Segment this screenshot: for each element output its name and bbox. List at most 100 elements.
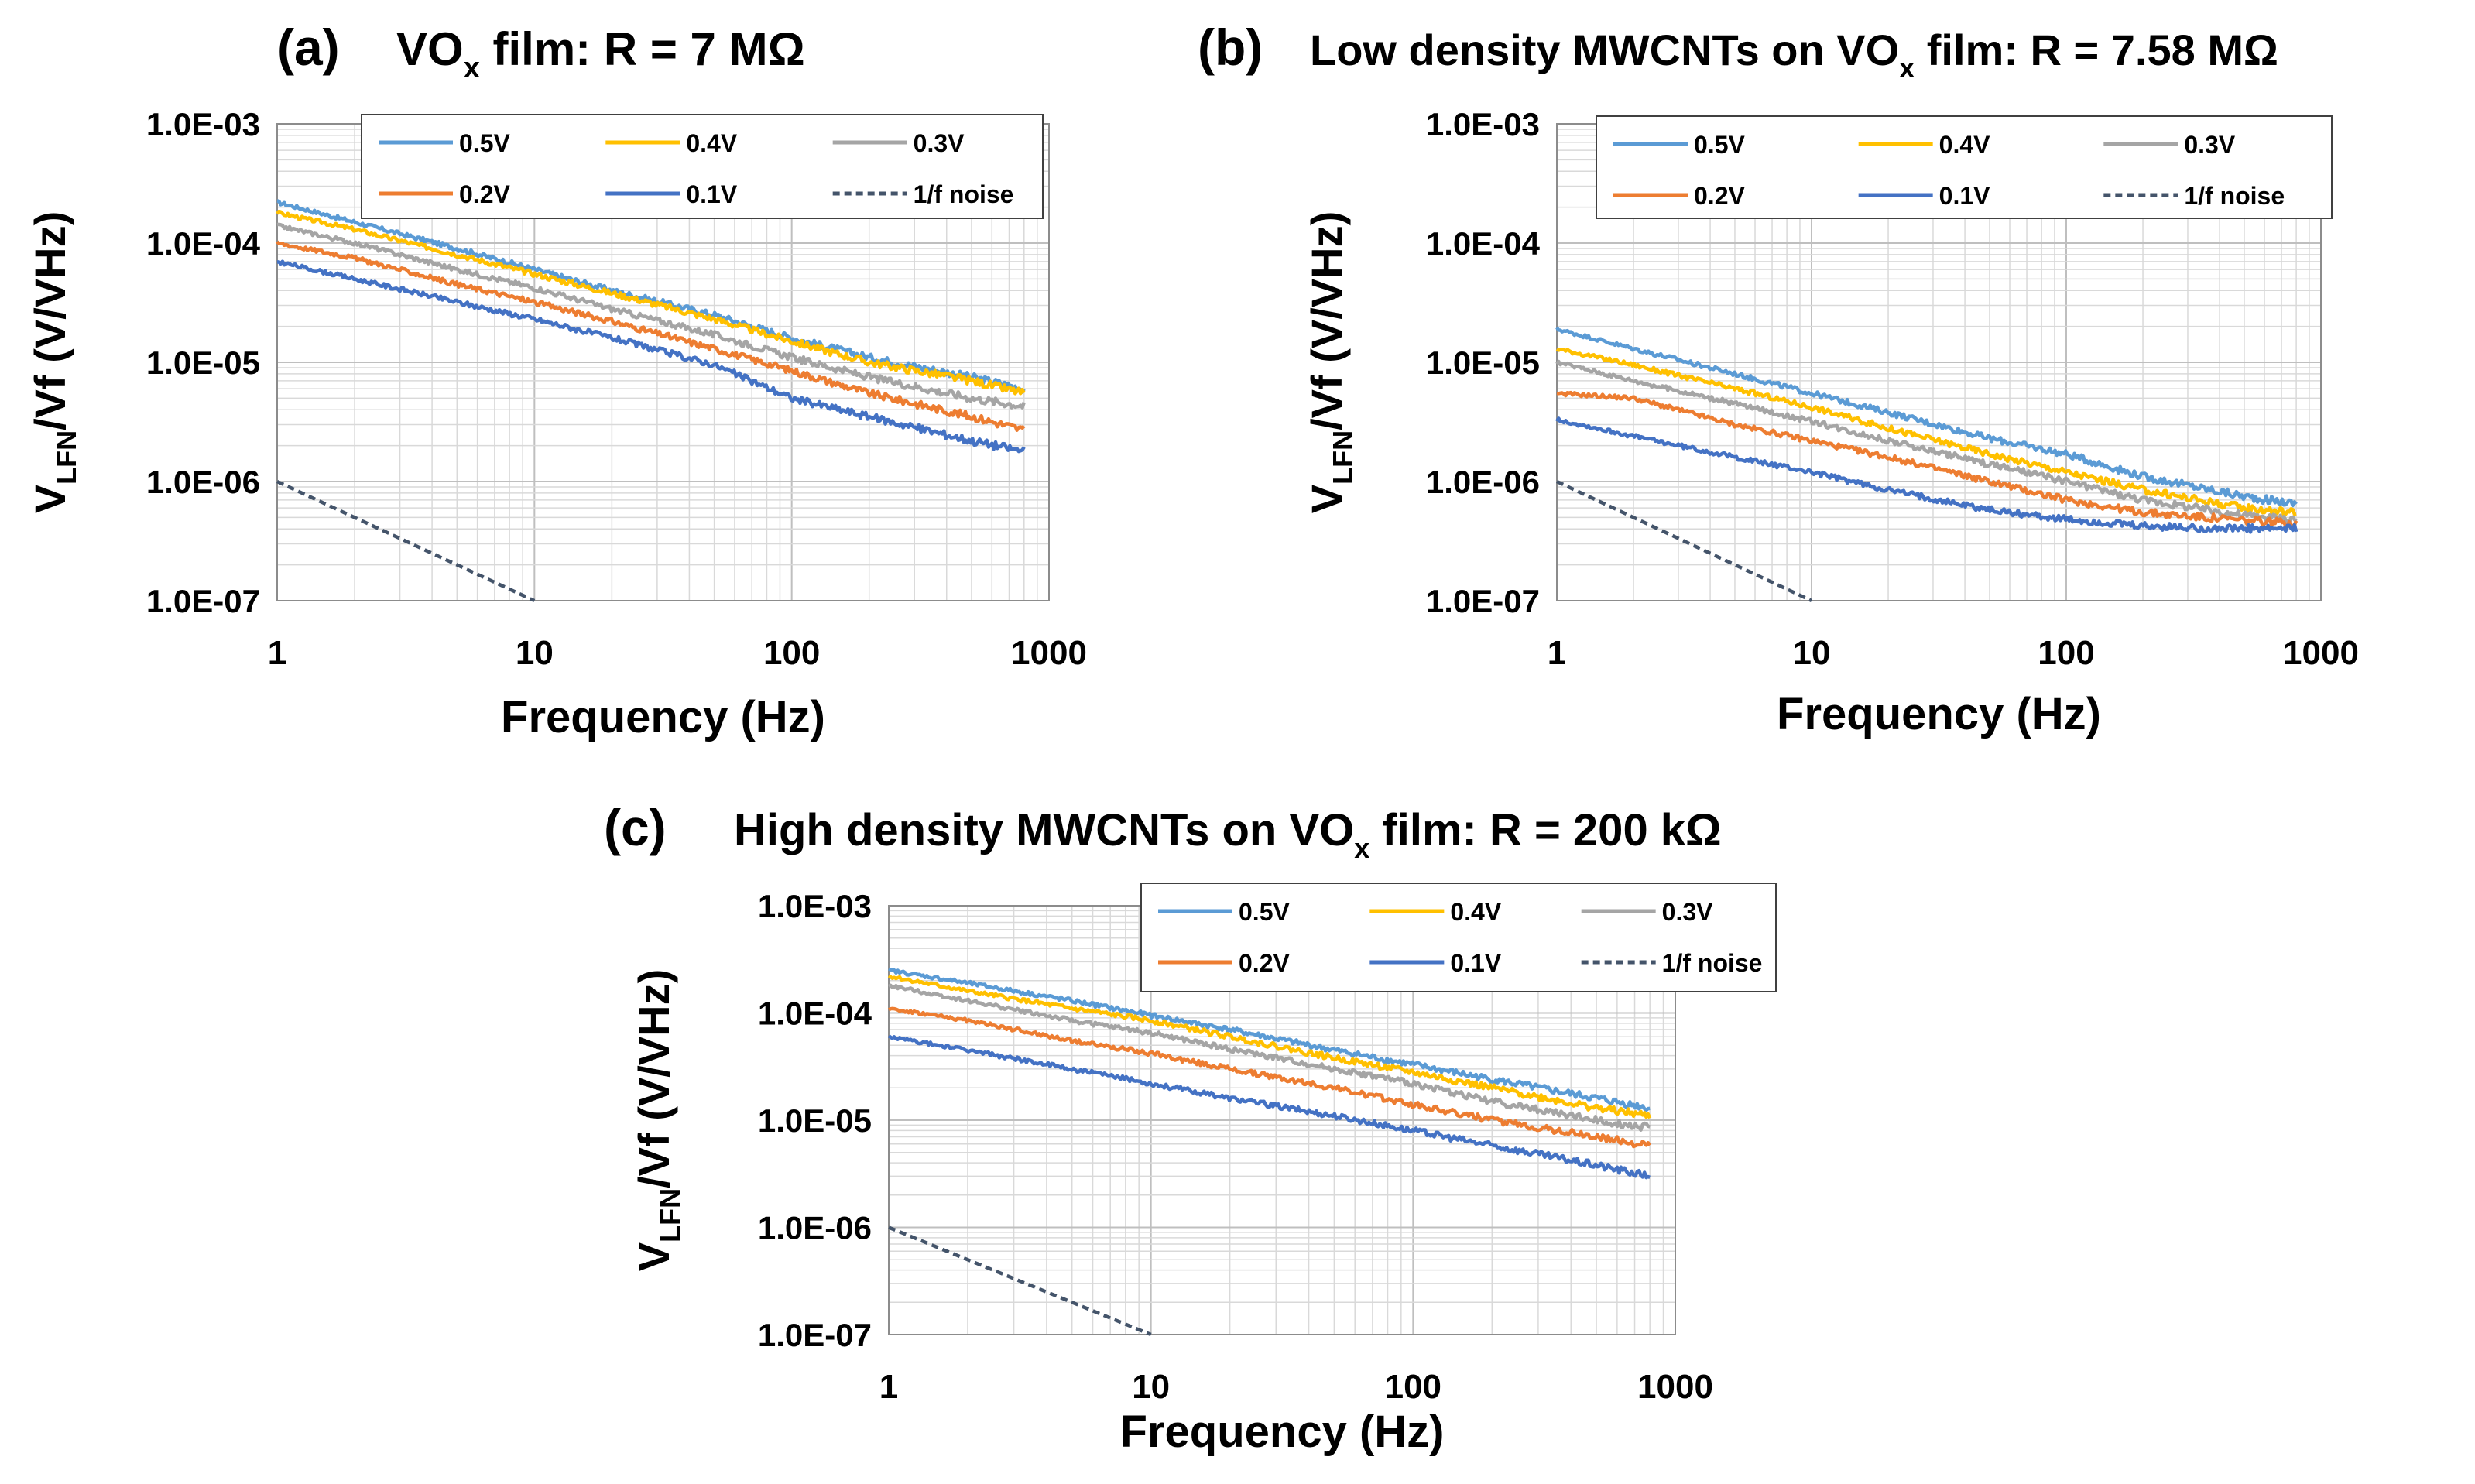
x-tick-label: 100	[763, 634, 820, 672]
y-axis-label-rest: /Vf (V/VHz)	[26, 211, 74, 430]
series-line-0-4v	[1555, 347, 2297, 517]
series-line-0-1v	[276, 259, 1026, 454]
series-line-0-3v	[1555, 359, 2298, 525]
legend-label: 0.4V	[686, 129, 737, 157]
series-line-0-5v	[888, 967, 1651, 1112]
y-tick-label: 1.0E-05	[1426, 344, 1540, 381]
x-tick-label: 1000	[2283, 634, 2359, 672]
y-axis-label: VLFN/Vf (V/VHz)	[629, 969, 686, 1271]
y-axis-label-main: V	[1302, 485, 1351, 513]
legend-box	[1596, 115, 2333, 219]
y-axis-label-main: V	[26, 485, 74, 513]
chart-c: 1.0E-07 1.0E-06 1.0E-05 1.0E-04 1.0E-03 1 10 10…	[629, 883, 1777, 1457]
y-tick-labels: 1.0E-07 1.0E-06 1.0E-05 1.0E-04 1.0E-03	[146, 106, 261, 619]
series-line-0-1v	[1555, 416, 2298, 534]
legend-label: 0.3V	[1662, 898, 1713, 926]
legend-label: 1/f noise	[914, 180, 1014, 208]
y-tick-label: 1.0E-06	[146, 464, 260, 500]
legend: 0.5V 0.4V 0.3V 0.2V 0.1V 1/f noise	[1596, 115, 2333, 219]
x-tick-label: 100	[1385, 1368, 1441, 1406]
x-tick-label: 100	[2038, 634, 2094, 672]
panel-c-title: High density MWCNTs on VOx film: R = 200…	[734, 805, 1722, 864]
legend-box	[361, 114, 1044, 219]
panel-b-label: (b)	[1198, 19, 1263, 76]
legend-label: 0.1V	[1939, 182, 1990, 210]
legend-label: 0.5V	[459, 129, 510, 157]
legend-label: 1/f noise	[2184, 182, 2285, 210]
legend-box	[1140, 883, 1777, 992]
series-line-0-2v	[1556, 390, 2298, 529]
series-line-1-f-noise	[888, 1225, 1152, 1337]
y-tick-label: 1.0E-03	[146, 106, 260, 142]
y-tick-label: 1.0E-06	[758, 1210, 872, 1246]
panel-a-title-rest: film: R = 7 MΩ	[480, 23, 805, 75]
y-tick-label: 1.0E-05	[146, 344, 260, 381]
y-tick-label: 1.0E-03	[1426, 106, 1540, 142]
panel-a-title-main: VO	[396, 23, 464, 75]
series-line-0-3v	[276, 222, 1026, 410]
y-axis-label: VLFN/Vf (V/VHz)	[26, 211, 82, 513]
y-axis-label-sub: LFN	[654, 1188, 686, 1242]
panel-b-title-rest: film: R = 7.58 MΩ	[1915, 26, 2278, 74]
x-axis-label: Frequency (Hz)	[1120, 1407, 1445, 1457]
x-tick-labels: 1 10 100 1000	[879, 1368, 1713, 1406]
x-tick-label: 1000	[1011, 634, 1087, 672]
x-tick-label: 1	[879, 1368, 898, 1406]
series-line-0-1v	[887, 1034, 1651, 1180]
legend: 0.5V 0.4V 0.3V 0.2V 0.1V 1/f noise	[1140, 883, 1777, 992]
legend-label: 0.1V	[1450, 949, 1501, 977]
series-line-0-4v	[276, 209, 1026, 396]
y-tick-label: 1.0E-06	[1426, 464, 1540, 500]
y-axis-label-rest: /Vf (V/VHz)	[629, 969, 678, 1188]
panel-b-title-main: Low density MWCNTs on VO	[1310, 26, 1899, 74]
panel-c-title-rest: film: R = 200 kΩ	[1369, 805, 1721, 855]
x-tick-labels: 1 10 100 1000	[268, 634, 1087, 672]
x-tick-label: 10	[1132, 1368, 1170, 1406]
x-tick-label: 10	[1793, 634, 1831, 672]
chart-a: 1.0E-07 1.0E-06 1.0E-05 1.0E-04 1.0E-03 1 10 10…	[26, 106, 1087, 742]
y-axis-label-main: V	[629, 1242, 678, 1271]
legend-label: 0.1V	[686, 180, 737, 208]
series-line-0-2v	[276, 240, 1026, 432]
legend-label: 0.5V	[1239, 898, 1290, 926]
series-line-0-4v	[887, 974, 1652, 1119]
y-tick-label: 1.0E-04	[758, 996, 872, 1032]
series-lines	[1555, 326, 2298, 603]
x-axis-label: Frequency (Hz)	[1777, 689, 2101, 739]
y-axis-label-sub: LFN	[50, 430, 82, 485]
x-tick-label: 1	[1548, 634, 1566, 672]
y-tick-label: 1.0E-04	[1426, 225, 1541, 262]
y-axis-label: VLFN/Vf (V/VHz)	[1302, 211, 1359, 513]
panel-a-title-sub: x	[464, 52, 480, 84]
series-line-1-f-noise	[276, 479, 536, 603]
x-tick-labels: 1 10 100 1000	[1548, 634, 2359, 672]
legend-label: 0.5V	[1694, 131, 1745, 159]
y-tick-label: 1.0E-07	[146, 583, 260, 619]
legend-label: 0.4V	[1939, 131, 1990, 159]
x-tick-label: 10	[516, 634, 554, 672]
y-axis-label-rest: /Vf (V/VHz)	[1302, 211, 1351, 430]
series-line-0-3v	[887, 983, 1651, 1132]
series-line-0-2v	[887, 1006, 1651, 1149]
panel-a-title: VOx film: R = 7 MΩ	[396, 23, 805, 84]
legend-label: 1/f noise	[1662, 949, 1763, 977]
legend-label: 0.2V	[1694, 182, 1745, 210]
series-lines	[276, 199, 1026, 603]
y-tick-label: 1.0E-03	[758, 888, 872, 924]
y-tick-label: 1.0E-04	[146, 225, 261, 262]
series-lines	[887, 967, 1652, 1337]
legend-label: 0.3V	[914, 129, 965, 157]
x-axis-label: Frequency (Hz)	[501, 692, 825, 742]
y-tick-label: 1.0E-05	[758, 1102, 872, 1139]
y-tick-labels: 1.0E-07 1.0E-06 1.0E-05 1.0E-04 1.0E-03	[1426, 106, 1541, 619]
panel-c-title-main: High density MWCNTs on VO	[734, 805, 1354, 855]
chart-b: 1.0E-07 1.0E-06 1.0E-05 1.0E-04 1.0E-03 1 10 10…	[1302, 106, 2359, 739]
y-tick-label: 1.0E-07	[1426, 583, 1540, 619]
series-line-1-f-noise	[1556, 479, 1812, 603]
legend-label: 0.2V	[459, 180, 510, 208]
panel-a-label: (a)	[277, 19, 340, 76]
panel-c-title-sub: x	[1354, 832, 1369, 864]
legend-label: 0.3V	[2184, 131, 2235, 159]
y-tick-label: 1.0E-07	[758, 1317, 872, 1353]
